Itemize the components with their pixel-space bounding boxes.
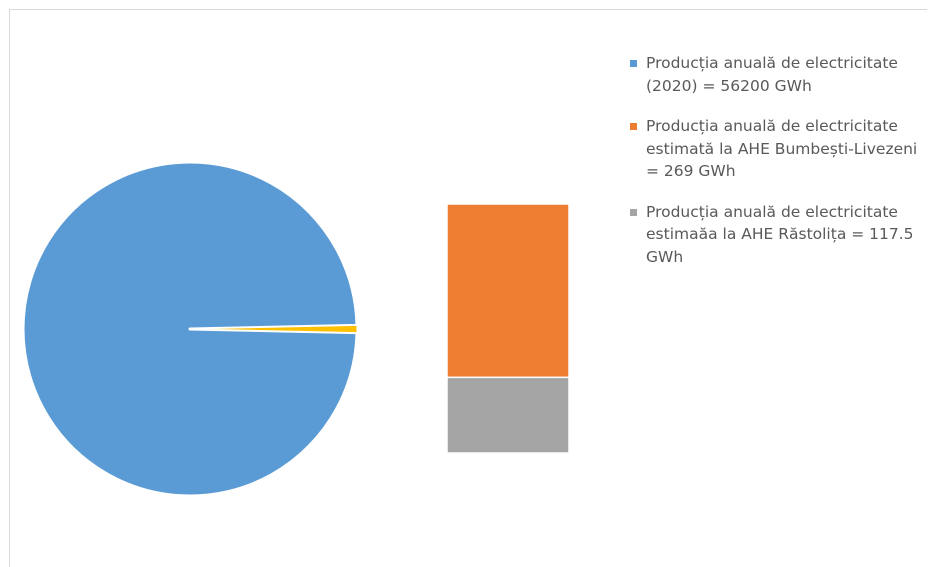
legend-item-bumbesti-livezeni: Producția anuală de electricitate estima… <box>628 115 926 183</box>
pie-group <box>21 160 359 498</box>
stacked-bar-group <box>446 203 570 454</box>
legend-swatch-blue <box>630 60 637 67</box>
legend-item-annual-production-2020: Producția anuală de electricitate (2020)… <box>628 52 926 97</box>
bar-segment-rastolita <box>446 376 570 454</box>
legend-label: Producția anuală de electricitate estima… <box>646 117 918 180</box>
legend-swatch-orange <box>630 123 637 130</box>
legend: Producția anuală de electricitate (2020)… <box>628 52 926 286</box>
legend-item-rastolita: Producția anuală de electricitate estima… <box>628 201 926 269</box>
bar-segment-bumbesti-livezeni <box>446 203 570 379</box>
legend-label: Producția anuală de electricitate estima… <box>646 202 914 266</box>
pie-slice-other <box>189 324 358 334</box>
pie-slice-annual-production-2020 <box>21 160 359 498</box>
chart-frame <box>9 9 927 567</box>
legend-label: Producția anuală de electricitate (2020)… <box>646 54 898 95</box>
legend-swatch-gray <box>630 208 637 216</box>
